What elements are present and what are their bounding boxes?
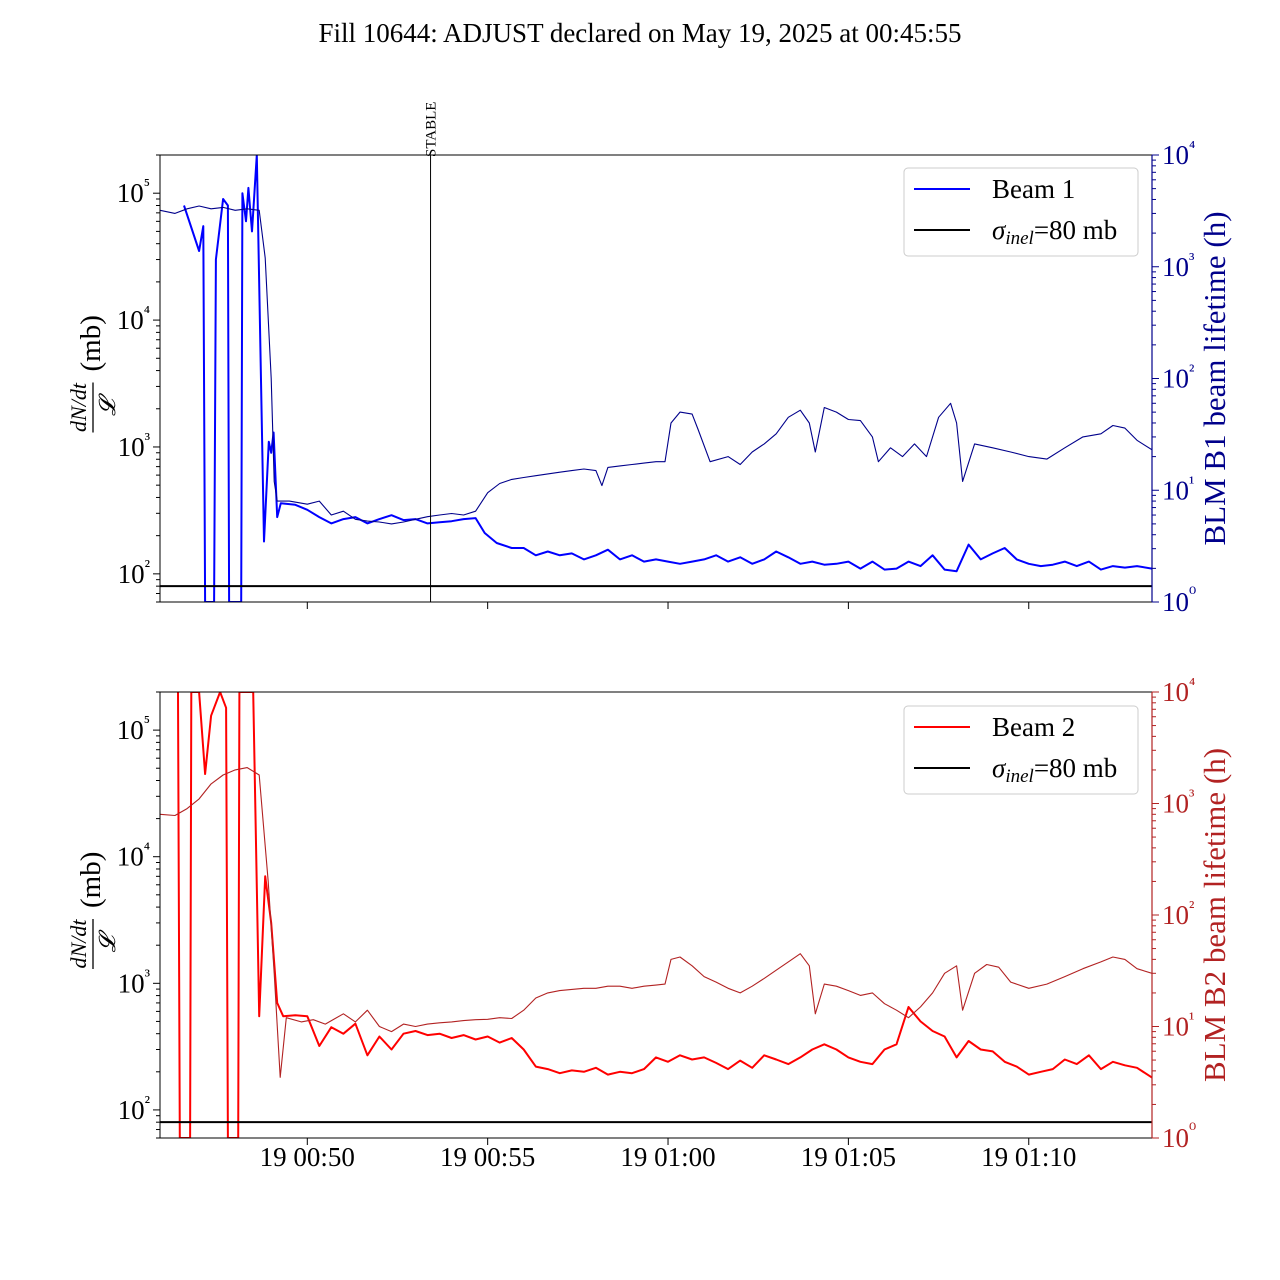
left-axis-label: dN/dt 𝓛 (mb)	[66, 852, 120, 969]
right-tick-label: 10³	[1162, 786, 1195, 819]
right-tick-label: 10¹	[1162, 472, 1194, 505]
left-tick-label: 10²	[118, 1092, 150, 1125]
legend: Beam 1 σinel=80 mb	[903, 167, 1139, 257]
legend: Beam 2 σinel=80 mb	[903, 705, 1139, 795]
series-line-blm-b1-beam-lifetime	[160, 205, 1152, 525]
left-tick-label: 10²	[118, 556, 150, 589]
legend-label: Beam 2	[992, 712, 1075, 742]
bottom-panel: 10² 10³ 10⁴ 10⁵ 10⁰ 10¹ 10² 10³ 10⁴ 19 00:50 19 00…	[66, 674, 1232, 1172]
right-tick-label: 10⁰	[1162, 584, 1196, 617]
right-axis-label: BLM B2 beam lifetime (h)	[1197, 748, 1232, 1082]
right-tick-label: 10²	[1162, 897, 1194, 930]
left-tick-label: 10³	[118, 429, 151, 462]
right-tick-label: 10³	[1162, 249, 1195, 282]
figure-title: Fill 10644: ADJUST declared on May 19, 2…	[318, 18, 962, 48]
x-tick-label: 19 01:05	[801, 1142, 896, 1172]
left-tick-label: 10⁵	[117, 175, 150, 208]
x-tick-label: 19 01:10	[981, 1142, 1076, 1172]
right-tick-label: 10⁴	[1162, 674, 1195, 707]
legend-label: Beam 1	[992, 174, 1075, 204]
right-tick-label: 10⁴	[1162, 137, 1195, 170]
x-tick-label: 19 00:50	[260, 1142, 355, 1172]
axis-label-unit: (mb)	[75, 315, 107, 371]
x-tick-label: 19 00:55	[440, 1142, 535, 1172]
right-tick-label: 10²	[1162, 361, 1194, 394]
series-group	[160, 155, 1152, 602]
right-tick-label: 10⁰	[1162, 1120, 1196, 1153]
right-axis-label: BLM B1 beam lifetime (h)	[1197, 211, 1232, 545]
series-group	[160, 692, 1152, 1138]
series-line-beam-1	[183, 155, 1152, 602]
axis-label-unit: (mb)	[75, 852, 107, 908]
left-axis-label: dN/dt 𝓛 (mb)	[66, 315, 120, 433]
left-tick-label: 10⁴	[117, 839, 150, 872]
axis-label-denominator: 𝓛	[95, 393, 120, 416]
left-tick-label: 10³	[118, 965, 151, 998]
stable-marker-label: STABLE	[424, 102, 440, 157]
left-tick-label: 10⁵	[117, 712, 150, 745]
legend-label: σinel=80 mb	[992, 753, 1117, 787]
left-tick-label: 10⁴	[117, 302, 150, 335]
axis-label-numerator: dN/dt	[66, 919, 91, 969]
axis-label-numerator: dN/dt	[66, 382, 91, 432]
axis-label-denominator: 𝓛	[95, 929, 120, 952]
top-panel: STABLE 10² 10³ 10⁴ 10⁵ 10⁰ 10¹ 10² 10³ 10⁴ dN/dt 𝓛 (…	[66, 102, 1232, 617]
series-line-blm-b2-beam-lifetime	[160, 767, 1152, 1078]
right-tick-label: 10¹	[1162, 1009, 1194, 1042]
x-tick-label: 19 01:00	[620, 1142, 715, 1172]
legend-label: σinel=80 mb	[992, 215, 1117, 249]
